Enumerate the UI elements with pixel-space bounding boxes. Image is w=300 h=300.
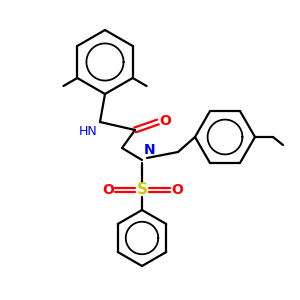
Text: O: O	[171, 183, 183, 197]
Text: O: O	[102, 183, 114, 197]
Text: HN: HN	[79, 125, 98, 138]
Text: O: O	[159, 114, 171, 128]
Text: S: S	[136, 182, 148, 197]
Text: N: N	[144, 143, 156, 157]
